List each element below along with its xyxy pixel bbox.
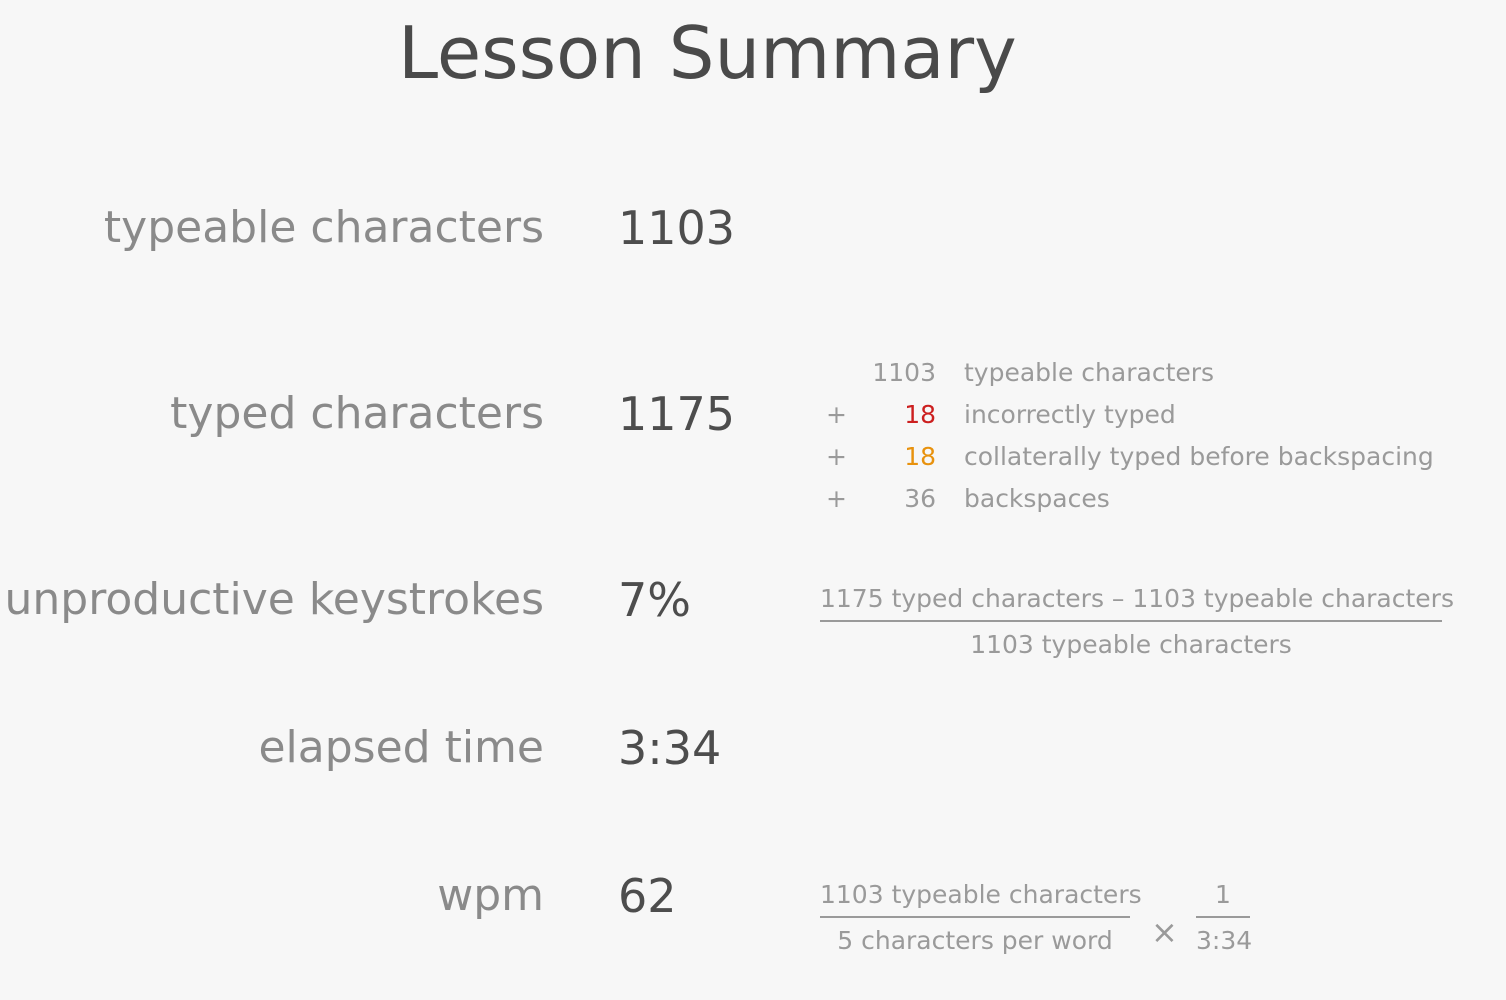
breakdown-description: typeable characters xyxy=(964,358,1215,387)
breakdown-number-incorrect: 18 xyxy=(904,400,936,429)
breakdown-number-collateral: 18 xyxy=(904,442,936,471)
stat-value-wpm: 62 xyxy=(618,869,677,923)
wpm-formula-fraction: 1103 typeable characters 5 characters pe… xyxy=(820,880,1142,956)
stat-value-typeable-characters: 1103 xyxy=(618,201,736,255)
breakdown-description: backspaces xyxy=(964,484,1110,513)
stat-value-unproductive-keystrokes: 7% xyxy=(618,573,691,627)
stat-label-typed-characters: typed characters xyxy=(170,388,544,439)
unproductive-formula-denominator: 1103 typeable characters xyxy=(970,630,1292,659)
breakdown-operator: + xyxy=(826,400,847,429)
stat-label-elapsed-time: elapsed time xyxy=(258,722,544,773)
unproductive-formula: 1175 typed characters – 1103 typeable ch… xyxy=(820,584,1454,660)
breakdown-number: 1103 xyxy=(872,358,936,387)
breakdown-operator: + xyxy=(826,442,847,471)
stat-label-typeable-characters: typeable characters xyxy=(103,202,544,253)
page-title: Lesson Summary xyxy=(398,11,1017,95)
wpm-formula-time-fraction: 1 3:34 xyxy=(1196,880,1253,956)
breakdown-description: incorrectly typed xyxy=(964,400,1176,429)
wpm-formula-numerator: 1103 typeable characters xyxy=(820,880,1142,918)
breakdown-description: collaterally typed before backspacing xyxy=(964,442,1434,471)
breakdown-number: 36 xyxy=(904,484,936,513)
stat-value-typed-characters: 1175 xyxy=(618,387,736,441)
multiply-icon: × xyxy=(1151,913,1178,951)
wpm-formula-time-numerator: 1 xyxy=(1196,880,1250,918)
stat-value-elapsed-time: 3:34 xyxy=(618,721,722,775)
wpm-formula-time-denominator: 3:34 xyxy=(1196,926,1253,955)
stat-label-unproductive-keystrokes: unproductive keystrokes xyxy=(4,574,544,625)
wpm-formula-denominator: 5 characters per word xyxy=(837,926,1113,955)
stat-label-wpm: wpm xyxy=(437,870,544,921)
breakdown-operator: + xyxy=(826,484,847,513)
unproductive-formula-numerator: 1175 typed characters – 1103 typeable ch… xyxy=(820,584,1454,622)
